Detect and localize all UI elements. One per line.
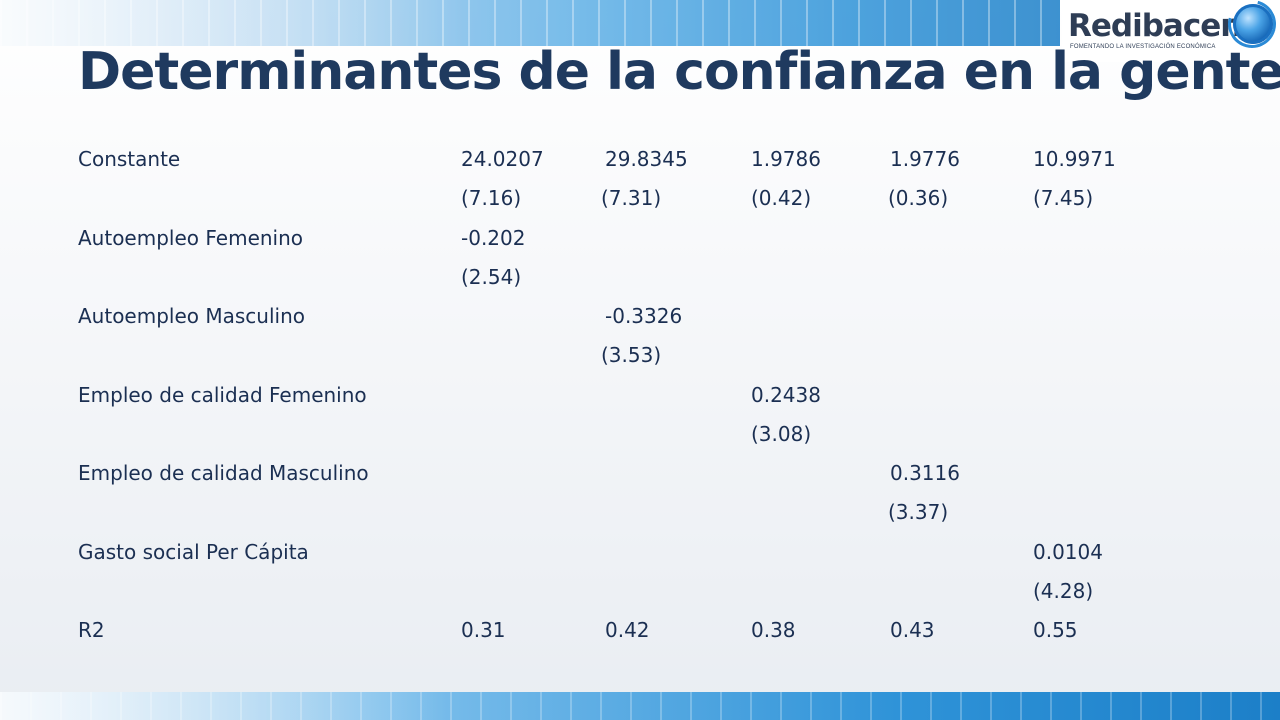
coefficient-value: 1.9786 <box>751 147 821 171</box>
t-statistic: (4.28) <box>1033 579 1094 603</box>
coefficient-value: 0.43 <box>890 618 935 642</box>
logo: Redibacen FOMENTANDO LA INVESTIGACIÓN EC… <box>1062 0 1280 62</box>
coefficient-value: 0.42 <box>605 618 650 642</box>
coefficient-value: 0.3116 <box>890 461 960 485</box>
t-statistic: (7.16) <box>461 186 522 210</box>
coefficient-value: 0.31 <box>461 618 506 642</box>
row-label: R2 <box>78 618 105 642</box>
t-statistic: (0.36) <box>888 186 949 210</box>
coefficient-value: 0.55 <box>1033 618 1078 642</box>
row-label: Constante <box>78 147 181 171</box>
t-statistic: (7.31) <box>601 186 662 210</box>
coefficient-value: 0.2438 <box>751 383 821 407</box>
coefficient-value: -0.202 <box>461 226 526 250</box>
row-label: Empleo de calidad Masculino <box>78 461 369 485</box>
globe-icon <box>1233 4 1273 44</box>
coefficient-value: 1.9776 <box>890 147 960 171</box>
logo-tagline: FOMENTANDO LA INVESTIGACIÓN ECONÓMICA <box>1070 44 1216 50</box>
coefficient-value: 29.8345 <box>605 147 688 171</box>
coefficient-value: 0.38 <box>751 618 796 642</box>
coefficient-value: 0.0104 <box>1033 540 1103 564</box>
row-label: Gasto social Per Cápita <box>78 540 309 564</box>
row-label: Autoempleo Femenino <box>78 226 304 250</box>
t-statistic: (0.42) <box>751 186 812 210</box>
logo-name: Redibacen <box>1068 8 1242 44</box>
coefficient-value: 24.0207 <box>461 147 544 171</box>
t-statistic: (3.37) <box>888 500 949 524</box>
bottom-bar-fade <box>0 692 1280 720</box>
t-statistic: (2.54) <box>461 265 522 289</box>
coefficient-value: 10.9971 <box>1033 147 1116 171</box>
slide-title: Determinantes de la confianza en la gent… <box>78 42 1280 102</box>
coefficient-value: -0.3326 <box>605 304 683 328</box>
t-statistic: (7.45) <box>1033 186 1094 210</box>
t-statistic: (3.53) <box>601 343 662 367</box>
top-banner-fade <box>0 0 1060 46</box>
row-label: Autoempleo Masculino <box>78 304 306 328</box>
row-label: Empleo de calidad Femenino <box>78 383 367 407</box>
t-statistic: (3.08) <box>751 422 812 446</box>
